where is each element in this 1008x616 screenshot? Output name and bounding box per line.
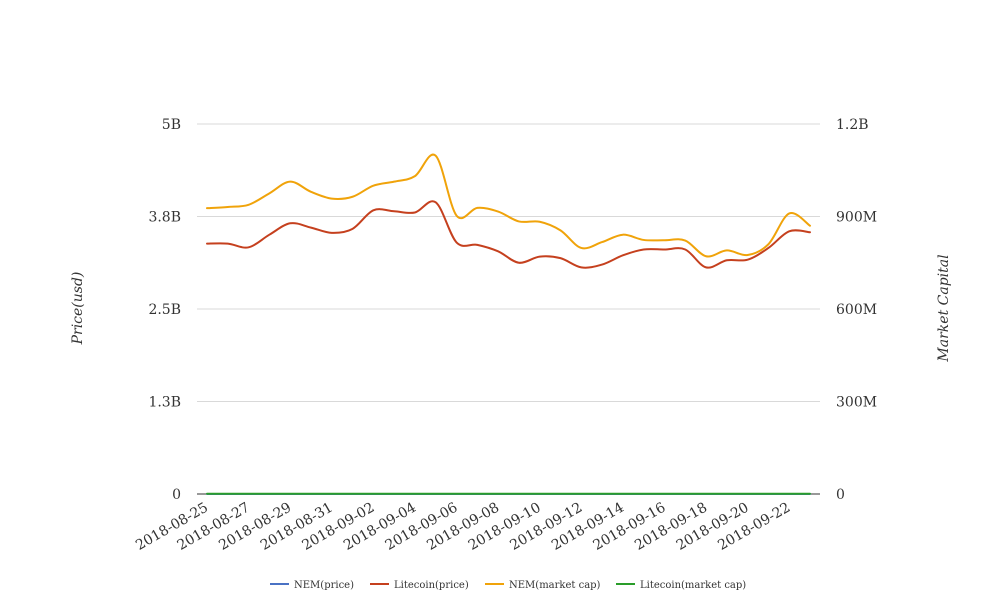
right-tick-label: 900M: [836, 210, 877, 226]
right-axis-ticks: 0 300M 600M 900M 1.2B: [836, 117, 877, 503]
legend-label: Litecoin(market cap): [640, 580, 746, 591]
left-tick-label: 3.8B: [148, 210, 181, 226]
right-tick-label: 600M: [836, 302, 877, 318]
gridlines: [197, 123, 820, 495]
legend: NEM(price) Litecoin(price) NEM(market cap)…: [270, 580, 746, 591]
legend-label: Litecoin(price): [394, 580, 469, 591]
right-tick-label: 1.2B: [836, 117, 869, 133]
series-line-litecoin-price: [206, 200, 811, 269]
legend-item-litecoin-market-cap[interactable]: Litecoin(market cap): [616, 580, 746, 591]
right-tick-label: 0: [836, 487, 845, 503]
left-tick-label: 1.3B: [148, 395, 181, 411]
legend-item-litecoin-price[interactable]: Litecoin(price): [370, 580, 469, 591]
left-tick-label: 2.5B: [148, 302, 181, 318]
left-axis-ticks: 0 1.3B 2.5B 3.8B 5B: [148, 117, 181, 503]
legend-item-nem-market-cap[interactable]: NEM(market cap): [485, 580, 601, 591]
legend-label: NEM(market cap): [509, 580, 601, 591]
series-lines: [206, 153, 811, 495]
right-tick-label: 300M: [836, 395, 877, 411]
left-axis-title: Price(usd): [70, 272, 86, 346]
x-axis-ticks: 2018-08-252018-08-272018-08-292018-08-31…: [133, 500, 793, 554]
series-line-nem-market-cap: [206, 153, 811, 258]
legend-item-nem-price[interactable]: NEM(price): [270, 580, 354, 591]
legend-label: NEM(price): [294, 580, 354, 591]
left-tick-label: 0: [172, 487, 181, 503]
left-tick-label: 5B: [162, 117, 181, 133]
right-axis-title: Market Capital: [936, 254, 952, 362]
